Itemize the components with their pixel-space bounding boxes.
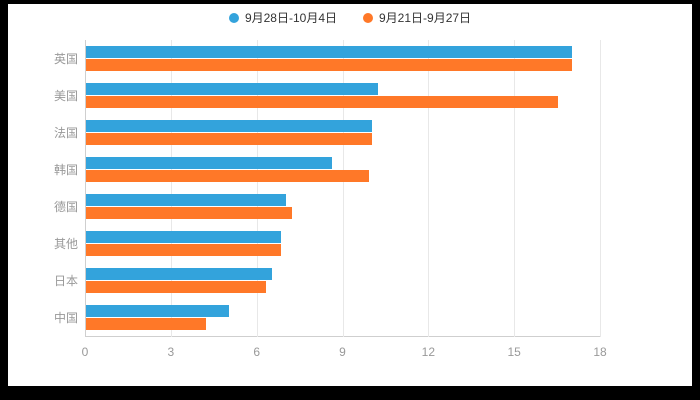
- category-label: 英国: [53, 51, 78, 66]
- plot-area: [85, 40, 601, 337]
- bar-series2[interactable]: [86, 132, 373, 145]
- category-label: 法国: [53, 125, 78, 140]
- bar-series2[interactable]: [86, 207, 292, 219]
- gridline: [428, 40, 430, 337]
- bar-series1[interactable]: [86, 194, 287, 206]
- legend-label: 9月21日-9月27日: [379, 11, 472, 25]
- category-label: 日本: [53, 274, 78, 289]
- bar-series2[interactable]: [86, 244, 281, 257]
- bar-series2[interactable]: [86, 318, 207, 331]
- x-tick-label: 3: [167, 345, 175, 359]
- x-tick-label: 18: [593, 345, 607, 359]
- bar-series2[interactable]: [86, 95, 559, 108]
- bar-series1[interactable]: [86, 119, 373, 132]
- bar-series2[interactable]: [86, 169, 370, 182]
- category-label: 德国: [53, 200, 78, 215]
- x-tick-label: 12: [421, 345, 436, 359]
- gridline: [342, 40, 344, 337]
- bar-series1[interactable]: [86, 268, 272, 281]
- legend-dot-icon: [363, 12, 373, 23]
- category-label: 中国: [53, 311, 78, 326]
- x-tick-label: 9: [339, 345, 346, 359]
- bar-series2[interactable]: [86, 58, 573, 71]
- category-label: 其他: [53, 237, 78, 252]
- gridline: [514, 40, 516, 337]
- bar-series2[interactable]: [86, 281, 267, 294]
- gridline: [256, 40, 258, 337]
- bar-series1[interactable]: [86, 231, 281, 244]
- legend-item-1[interactable]: 9月28日-10月4日: [228, 9, 337, 26]
- legend-dot-icon: [228, 12, 239, 23]
- category-label: 韩国: [53, 162, 78, 177]
- bar-series1[interactable]: [86, 156, 333, 169]
- legend-item-2[interactable]: 9月21日-9月27日: [363, 9, 471, 26]
- legend-label: 9月28日-10月4日: [244, 11, 337, 25]
- chart-legend: 9月28日-10月4日 9月21日-9月27日: [8, 9, 692, 26]
- bar-series1[interactable]: [86, 305, 230, 318]
- gridline: [85, 40, 86, 337]
- x-tick-label: 0: [81, 345, 89, 359]
- gridline: [600, 40, 601, 337]
- category-label: 美国: [53, 88, 78, 103]
- x-tick-label: 15: [507, 345, 521, 359]
- chart-panel: 9月28日-10月4日 9月21日-9月27日 0 3 6 9 12 15 18 英国美国法国韩…: [8, 4, 692, 386]
- bar-series1[interactable]: [86, 82, 378, 95]
- x-tick-label: 6: [253, 345, 260, 359]
- bar-series1[interactable]: [86, 45, 573, 58]
- gridline: [170, 40, 172, 337]
